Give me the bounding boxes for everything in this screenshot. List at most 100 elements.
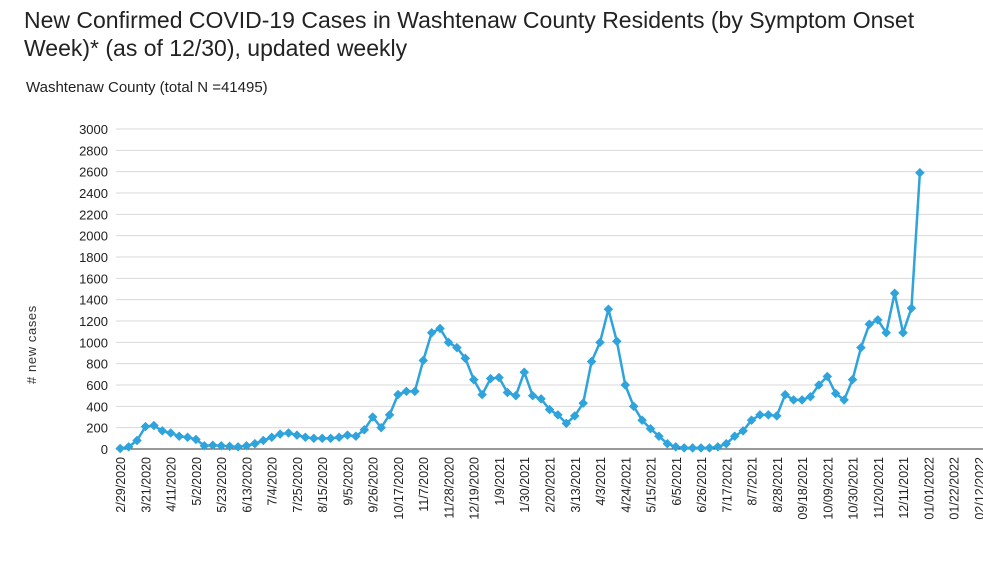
data-point [258,435,269,446]
chart-subtitle: Washtenaw County (total N =41495) [26,79,268,96]
x-tick-label: 2/29/2020 [114,457,128,513]
y-tick-label: 2600 [79,165,108,180]
gridlines [116,128,983,450]
x-tick-label: 7/17/2021 [720,457,734,513]
x-tick-label: 5/15/2021 [645,457,659,513]
x-tick-label: 1/30/2021 [518,457,532,513]
x-tick-label: 4/3/2021 [594,457,608,506]
data-point [418,355,429,366]
data-point [443,337,454,348]
data-point [233,442,243,452]
data-point [856,342,866,353]
data-point [292,430,302,440]
x-tick-label: 5/2/2020 [190,457,204,506]
x-tick-label: 7/4/2020 [266,457,280,506]
y-tick-label: 1000 [79,335,108,350]
y-tick-label: 800 [86,357,108,372]
x-tick-label: 8/28/2021 [771,457,785,513]
y-tick-label: 1800 [79,250,108,265]
data-point [805,391,816,402]
data-point [165,428,176,438]
data-point [788,395,799,405]
data-point [174,431,184,442]
data-point [578,398,589,408]
data-point [191,434,201,445]
data-point [393,389,403,400]
y-tick-label: 3000 [79,122,108,137]
data-point [611,336,622,347]
data-point [771,411,782,421]
data-point [746,415,757,426]
data-point [544,404,555,415]
data-point [409,386,420,397]
x-tick-label: 6/13/2020 [240,457,254,513]
data-point [637,415,647,426]
data-point [603,304,614,315]
data-point [763,410,774,420]
data-point [519,367,530,378]
data-point [157,426,168,436]
data-point [468,374,479,385]
data-point [620,380,631,390]
y-tick-label: 1400 [79,293,108,308]
data-point [494,372,504,383]
data-point [132,435,142,446]
data-point [881,327,892,338]
x-tick-label: 4/24/2021 [619,457,633,513]
data-point [115,443,126,454]
data-point [216,440,227,451]
x-tick-label: 10/30/2021 [847,457,861,520]
data-point [586,356,597,367]
x-tick-label: 10/17/2020 [392,457,406,520]
chart-title: New Confirmed COVID-19 Cases in Washtena… [24,7,915,61]
data-point [822,371,833,382]
data-point [224,441,235,452]
data-point [654,431,664,442]
x-tick-label: 6/5/2021 [670,457,684,506]
data-point [898,327,908,338]
data-point [704,443,715,453]
y-tick-label: 1600 [79,271,108,286]
data-point [140,421,151,432]
data-point [814,380,824,390]
data-point [679,443,690,453]
data-point [569,411,580,421]
x-tick-label: 11/28/2020 [442,457,456,519]
x-tick-label: 7/25/2020 [291,457,305,513]
data-point [241,440,252,451]
data-point [839,395,849,405]
data-point [435,323,445,334]
data-point [696,443,706,453]
y-tick-label: 600 [86,378,108,393]
x-tick-label: 12/19/2020 [468,457,482,520]
x-tick-label: 11/7/2020 [417,457,431,512]
x-tick-label: 2/20/2021 [544,457,558,513]
y-tick-label: 1200 [79,314,108,329]
data-point [738,426,748,436]
data-point [721,438,732,449]
data-point [207,440,218,451]
data-point [502,387,513,398]
data-point [510,390,521,401]
data-point [915,167,925,178]
data-point [367,412,378,422]
data-point [477,389,488,400]
x-tick-label: 12/11/2021 [897,457,911,519]
data-point [527,390,538,401]
data-point [797,395,807,405]
y-tick-label: 400 [86,399,108,414]
data-point [889,288,900,299]
x-tick-label: 01/22/2022 [948,457,962,520]
y-tick-labels: 0 200 400 600 800 1000 1200 1400 1600 1800 2000 220… [79,122,108,457]
data-point [830,388,841,399]
data-point [199,440,210,451]
x-tick-label: 3/13/2021 [569,457,583,513]
y-tick-label: 2000 [79,229,108,244]
x-tick-label: 8/7/2021 [746,457,760,506]
data-point [376,422,387,433]
data-point [308,433,319,444]
data-point [662,438,673,449]
data-point [317,433,328,444]
x-tick-label: 4/11/2020 [165,457,179,512]
